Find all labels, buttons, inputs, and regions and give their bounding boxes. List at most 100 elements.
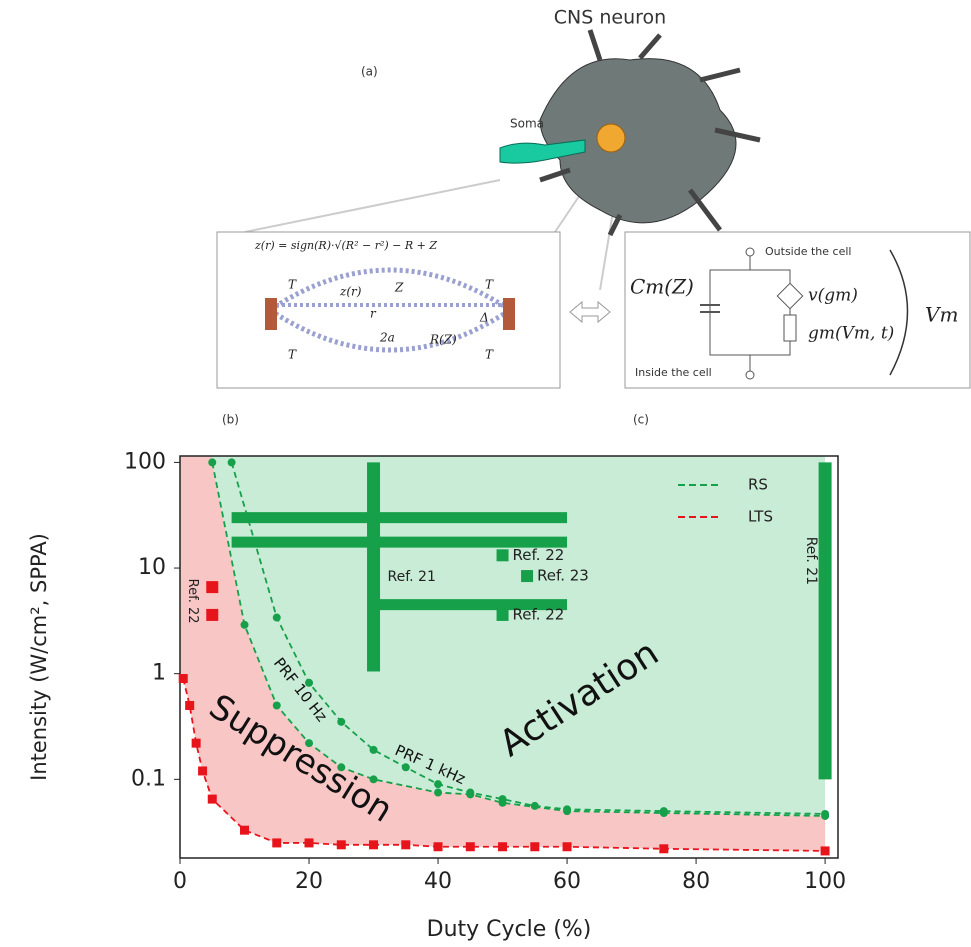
series-marker [337,763,346,772]
series-marker [659,844,669,854]
series-marker [401,840,411,850]
series-marker [304,838,314,848]
series-marker [178,674,188,684]
reference-label: Ref. 23 [537,567,589,585]
reference-point [496,608,509,621]
protein [503,298,515,330]
nucleus [596,123,626,153]
series-marker [465,842,475,852]
panel-label: (b) [222,413,239,427]
soma-label: Soma [510,117,544,131]
series-marker [240,620,249,629]
series-marker [401,763,410,772]
symbol: T [288,348,297,362]
series-marker [530,842,540,852]
x-tick-label: 60 [553,869,581,894]
panel-label: (c) [633,413,649,427]
x-tick-label: 80 [682,869,710,894]
reference-point [206,581,219,594]
reference-label: Ref. 22 [185,579,200,624]
plot-frame [179,455,839,859]
series-marker [498,795,507,804]
x-tick-label: 100 [804,869,846,894]
outside-label: Outside the cell [765,245,851,258]
x-tick-label: 40 [424,869,452,894]
reference-label: Ref. 21 [803,537,819,585]
reference-label: Ref. 22 [513,546,565,564]
reference-point [206,608,219,621]
symbol: Z [394,281,404,295]
panel-c [624,231,971,389]
neuron-diagram: CNS neuron (a) Soma z(r) = sign(R)·√(R² … [216,7,971,427]
series-marker [198,766,208,776]
series-marker [498,842,508,852]
legend-label: RS [748,476,768,494]
resistor [783,314,797,342]
neuron-body [539,58,737,224]
terminal [745,247,755,257]
series-marker [191,738,201,748]
suppression-region [180,456,826,851]
symbol: Δ [479,311,489,325]
y-tick-label: 100 [124,449,166,474]
symbol: T [288,278,297,292]
series-marker [369,775,378,784]
symbol: 2a [379,331,395,345]
x-tick-label: 0 [173,869,187,894]
chart: 0 20 40 60 80 100 0.1 1 10 100 Duty Cycle (%) Inten… [27,449,846,942]
symbol: R(Z) [429,333,457,347]
diagram-title: CNS neuron [554,7,666,29]
reference-label: Ref. 21 [388,569,436,585]
symbol: T [485,348,494,362]
reference-point [496,549,509,562]
series-marker [659,807,668,816]
x-tick-label: 20 [295,869,323,894]
x-axis-label: Duty Cycle (%) [427,917,592,942]
series-marker [207,794,217,804]
symbol: Vm [925,303,958,327]
voltage-arrow [889,249,909,376]
symbol: gm(Vm, t) [808,324,894,344]
symbol: z(r) [339,285,362,299]
panel-label: (a) [361,65,378,79]
series-marker [563,805,572,814]
series-marker [272,701,281,710]
series-marker [369,840,379,850]
symbol: v(gm) [808,286,858,306]
connector [244,179,501,233]
series-line [182,678,826,852]
series-marker [820,846,830,856]
series-marker [433,842,443,852]
series-marker [227,458,236,467]
series-marker [272,613,281,622]
terminal [745,370,755,380]
series-marker [305,678,314,687]
double-arrow [569,300,611,324]
y-tick-label: 1 [152,661,166,686]
y-tick-label: 10 [138,555,166,580]
protein [265,298,277,330]
series-marker [337,717,346,726]
series-marker [466,788,475,797]
axon [499,139,586,164]
series-marker [208,458,217,467]
series-marker [530,801,539,810]
symbol: T [485,278,494,292]
series-marker [240,825,250,835]
inside-label: Inside the cell [635,366,712,379]
symbol: r [370,307,377,321]
series-marker [305,739,314,748]
series-marker [272,838,282,848]
series-marker [434,788,443,797]
series-marker [434,780,443,789]
equation: z(r) = sign(R)·√(R² − r²) − R + Z [254,239,437,252]
reference-point [521,570,534,583]
reference-label: Ref. 22 [513,605,565,623]
dendrites [539,29,761,237]
series-marker [185,700,195,710]
source [776,282,804,310]
y-tick-label: 0.1 [131,766,166,791]
series-marker [821,809,830,818]
